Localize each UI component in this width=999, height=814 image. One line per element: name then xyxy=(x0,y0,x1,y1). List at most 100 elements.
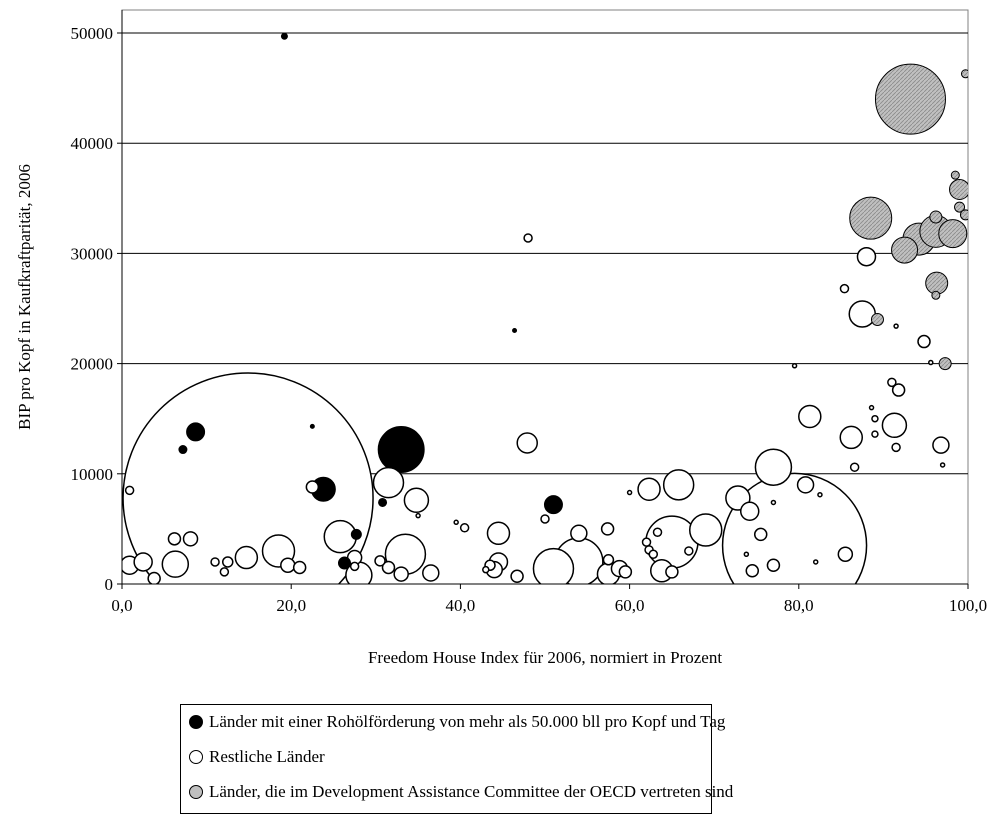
other-country-bubble xyxy=(372,466,405,499)
other-country-bubble xyxy=(510,569,524,584)
other-country-bubble xyxy=(637,477,661,501)
other-country-bubble xyxy=(891,442,901,453)
other-country-bubble xyxy=(791,363,798,369)
other-country-bubble xyxy=(849,462,860,472)
other-country-bubble xyxy=(234,545,259,570)
other-country-bubble xyxy=(167,532,182,546)
scatter-chart: 0 10000 20000 30000 40000 50000 0,0 20,0 40,0 60… xyxy=(15,9,987,667)
other-country-bubble xyxy=(648,549,659,559)
other-country-bubble xyxy=(540,514,550,524)
other-country-bubble xyxy=(770,499,777,506)
dac-country-bubble xyxy=(938,357,952,371)
dac-country-bubble xyxy=(950,170,960,180)
y-tick-label: 30000 xyxy=(71,244,114,263)
other-country-bubble xyxy=(665,565,679,579)
white-circle-icon xyxy=(189,750,203,764)
other-country-bubble xyxy=(453,519,459,526)
other-country-bubble xyxy=(745,564,760,578)
dac-country-bubble xyxy=(891,236,919,264)
other-country-bubble xyxy=(459,523,470,533)
oil-country-bubble xyxy=(377,426,425,474)
other-country-bubble xyxy=(652,527,663,537)
other-country-bubble xyxy=(374,555,386,567)
x-axis-ticks: 0,0 20,0 40,0 60,0 80,0 100,0 xyxy=(111,584,987,615)
other-country-bubble xyxy=(645,515,699,569)
other-country-bubble xyxy=(739,501,760,522)
oil-country-bubble xyxy=(543,495,563,515)
x-tick-label: 100,0 xyxy=(949,596,987,615)
legend-label-dac: Länder, die im Development Assistance Co… xyxy=(209,782,734,801)
other-country-bubble xyxy=(182,531,199,547)
other-country-bubble xyxy=(798,404,822,429)
y-axis-ticks: 0 10000 20000 30000 40000 50000 xyxy=(71,24,122,594)
other-country-bubble xyxy=(837,546,854,562)
other-country-bubble xyxy=(887,377,897,388)
other-country-bubble xyxy=(381,560,396,575)
other-country-bubble xyxy=(848,300,876,328)
other-country-bubble xyxy=(871,414,879,423)
x-tick-label: 80,0 xyxy=(784,596,814,615)
dac-country-bubble xyxy=(931,290,941,300)
other-country-bubble xyxy=(881,412,908,439)
legend: Länder mit einer Rohölförderung von mehr… xyxy=(180,704,733,814)
other-country-bubble xyxy=(415,512,421,519)
other-country-bubble xyxy=(403,487,430,513)
other-country-bubble xyxy=(641,537,652,547)
y-tick-label: 10000 xyxy=(71,465,114,484)
other-country-bubble xyxy=(122,372,374,584)
other-country-bubble xyxy=(684,546,694,556)
other-country-bubble xyxy=(932,436,950,454)
x-tick-label: 20,0 xyxy=(276,596,306,615)
other-country-bubble xyxy=(532,547,575,584)
other-country-bubble xyxy=(124,485,135,496)
other-country-bubble xyxy=(662,469,695,501)
legend-item-rest: Restliche Länder xyxy=(189,745,325,769)
other-country-bubble xyxy=(754,448,793,486)
other-country-bubble xyxy=(570,524,588,543)
other-country-bubble xyxy=(839,283,850,294)
x-tick-label: 60,0 xyxy=(615,596,645,615)
other-country-bubble xyxy=(486,521,511,546)
other-country-bubble xyxy=(161,550,190,578)
legend-label-oil: Länder mit einer Rohölförderung von mehr… xyxy=(209,712,726,731)
oil-country-bubble xyxy=(280,32,288,40)
other-country-bubble xyxy=(349,561,360,572)
dac-country-bubble xyxy=(925,271,949,295)
other-country-bubble xyxy=(928,359,934,366)
legend-item-dac: Länder, die im Development Assistance Co… xyxy=(189,780,733,804)
dac-country-bubble xyxy=(949,178,968,200)
other-country-bubble xyxy=(796,476,815,494)
other-country-bubble xyxy=(939,462,946,468)
other-country-bubble xyxy=(893,323,899,329)
other-country-bubble xyxy=(210,557,220,567)
oil-country-bubble xyxy=(337,556,351,570)
other-country-bubble xyxy=(280,557,296,574)
bubbles xyxy=(122,32,968,584)
other-country-bubble xyxy=(812,559,819,565)
x-axis-title: Freedom House Index für 2006, normiert i… xyxy=(368,648,722,667)
other-country-bubble xyxy=(133,552,153,572)
x-tick-label: 0,0 xyxy=(111,596,132,615)
dac-country-bubble xyxy=(849,196,893,240)
other-country-bubble xyxy=(753,527,768,542)
dac-country-bubble xyxy=(959,209,968,221)
dac-country-bubble xyxy=(929,210,943,224)
oil-country-bubble xyxy=(512,328,518,334)
oil-country-bubble xyxy=(378,497,388,507)
dac-country-bubble xyxy=(870,313,884,327)
other-country-bubble xyxy=(626,489,633,496)
oil-country-bubble xyxy=(309,423,315,429)
other-country-bubble xyxy=(839,425,864,450)
other-country-bubble xyxy=(147,571,161,584)
other-country-bubble xyxy=(871,430,879,438)
other-country-bubble xyxy=(743,551,750,557)
gray-circle-icon xyxy=(189,785,203,799)
other-country-bubble xyxy=(516,432,538,454)
dac-country-bubble xyxy=(938,219,968,249)
other-country-bubble xyxy=(721,472,868,584)
dac-country-bubble xyxy=(874,63,946,135)
other-country-bubble xyxy=(305,480,320,494)
other-country-bubble xyxy=(219,567,230,577)
other-country-bubble xyxy=(422,564,440,582)
y-tick-label: 20000 xyxy=(71,355,114,374)
